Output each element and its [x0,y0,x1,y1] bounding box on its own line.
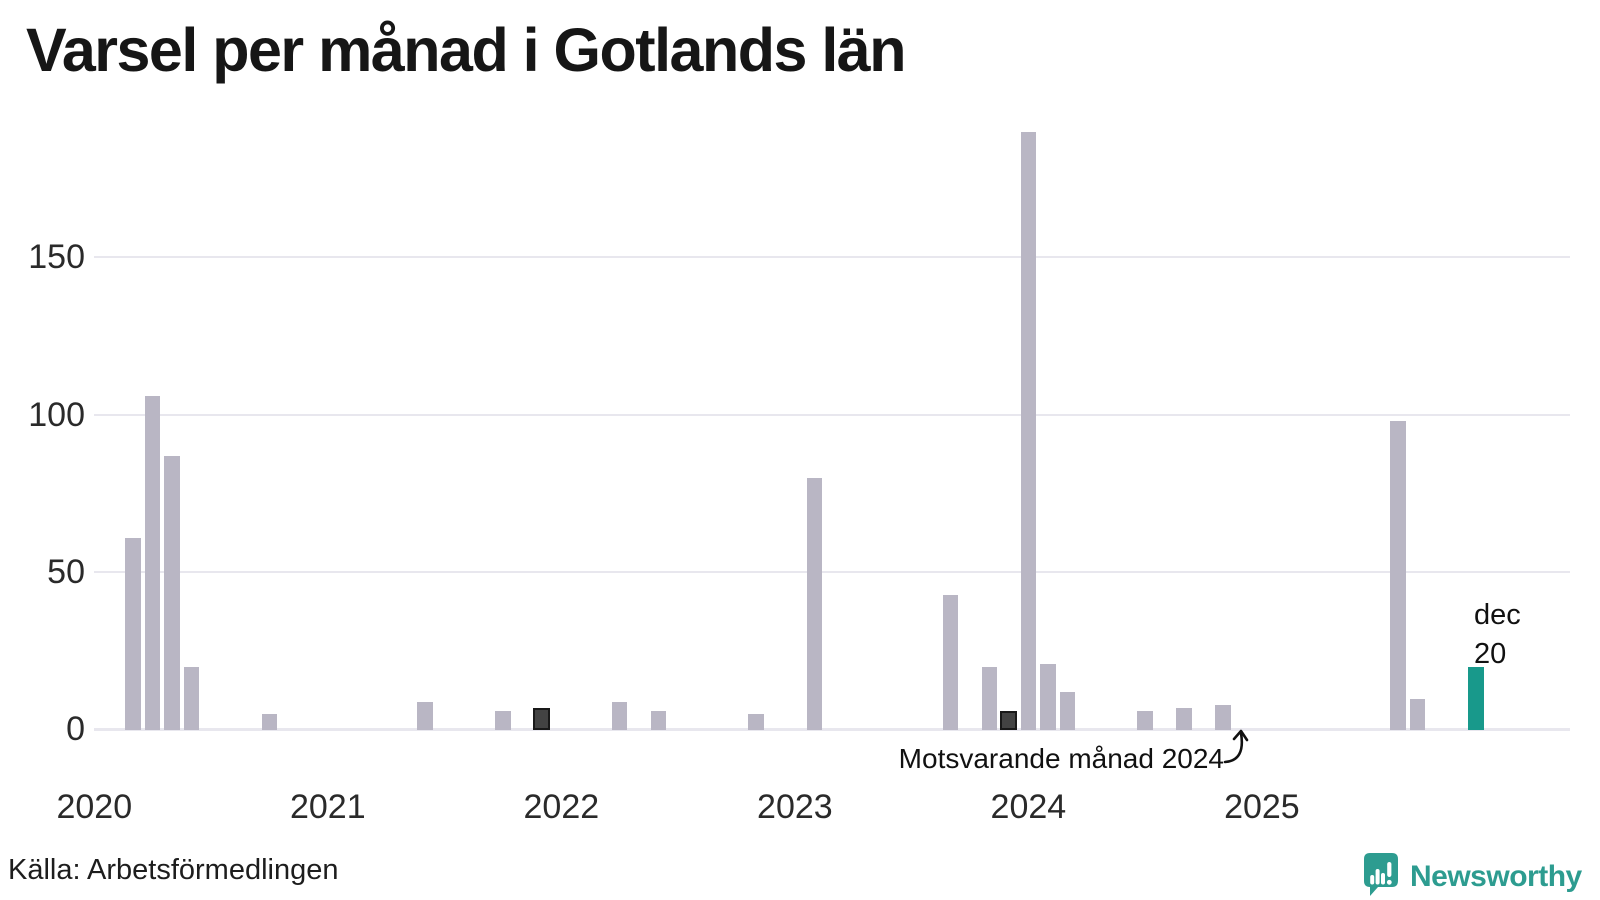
bar-2024-03 [1059,692,1076,730]
current-month-label: dec 20 [1474,596,1521,674]
bar-2022-04 [611,702,628,730]
bar-2022-11 [748,714,764,730]
annotation-arrow-icon [1223,729,1249,764]
newsworthy-wordmark: Newsworthy [1410,860,1582,893]
y-axis-tick-label: 100 [28,395,85,434]
bar-2024-07 [1137,711,1153,730]
bar-2025-09 [1409,699,1426,730]
y-axis-tick-label: 50 [47,552,85,591]
bar-2025-08 [1390,421,1406,730]
gridline-100 [94,413,1570,416]
highlighted-bar-2021-12 [533,708,551,730]
bar-2024-09 [1176,708,1192,730]
bar-2020-05 [164,456,180,730]
highlighted-bar-2023-12 [1000,711,1018,730]
bar-2023-02 [806,478,823,730]
x-axis-year-label: 2020 [56,788,133,826]
newsworthy-logo-icon [1364,853,1398,896]
current-month-value: 20 [1474,638,1507,670]
x-axis-year-label: 2021 [289,788,366,826]
y-axis-tick-label: 150 [28,238,85,277]
gridline-50 [94,570,1570,573]
bar-2020-06 [183,667,200,730]
annotation-label: Motsvarande månad 2024 [898,743,1224,774]
gridline-150 [94,256,1570,259]
bar-2024-01 [1020,132,1037,730]
current-month-name: dec [1474,599,1521,631]
bar-2024-02 [1040,664,1056,730]
bar-2023-09 [942,595,959,730]
chart-title: Varsel per månad i Gotlands län [26,16,906,84]
bar-2021-06 [417,702,433,730]
bar-2023-11 [981,667,998,730]
bar-2020-03 [125,538,141,730]
bar-2020-04 [144,396,161,730]
x-axis-year-label: 2023 [757,788,833,826]
y-axis-tick-label: 0 [66,710,85,749]
bar-2021-10 [495,711,511,730]
x-axis-year-label: 2024 [990,788,1067,826]
x-axis-year-label: 2025 [1224,788,1300,826]
current-month-bar-2025-12 [1468,667,1484,730]
source-label: Källa: Arbetsförmedlingen [8,854,339,886]
x-axis-year-label: 2022 [523,788,600,826]
gridline-0 [94,727,1570,731]
bar-2020-10 [261,714,278,730]
bar-2024-11 [1215,705,1231,730]
bar-2022-06 [650,711,667,730]
